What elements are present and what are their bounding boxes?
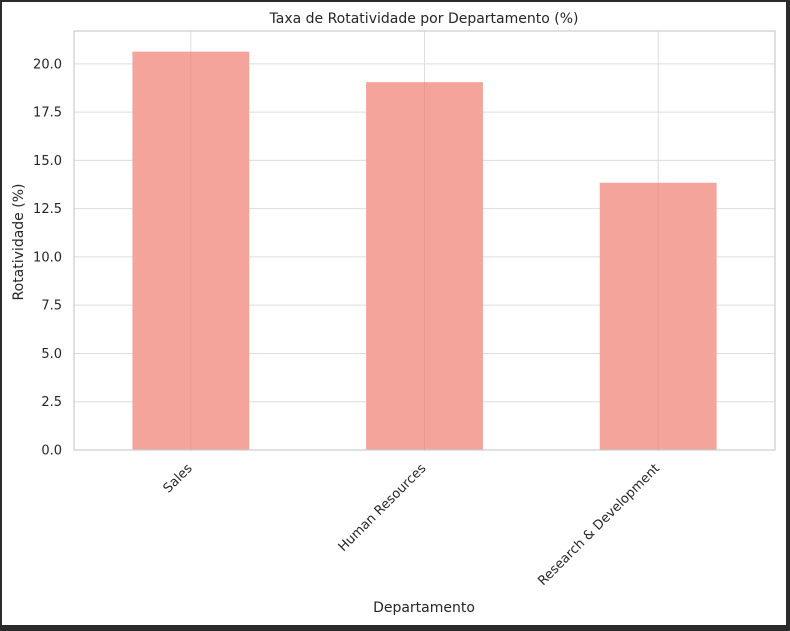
y-tick-labels: 0.0 2.5 5.0 7.5 10.0 12.5 15.0 17.5 20.0 bbox=[33, 57, 62, 458]
x-tick-labels: Sales Human Resources Research & Developme… bbox=[161, 461, 663, 589]
y-tick-label: 7.5 bbox=[41, 299, 62, 314]
chart-title: Taxa de Rotatividade por Departamento (%… bbox=[269, 11, 579, 27]
x-tick-label: Sales bbox=[161, 461, 196, 496]
x-axis-label: Departamento bbox=[373, 600, 475, 616]
y-tick-label: 17.5 bbox=[33, 106, 62, 121]
y-tick-label: 12.5 bbox=[33, 202, 62, 217]
x-tick-label: Human Resources bbox=[336, 461, 430, 555]
y-tick-label: 0.0 bbox=[41, 444, 62, 459]
bar-research-development bbox=[599, 182, 717, 450]
y-tick-label: 15.0 bbox=[33, 154, 62, 169]
y-tick-label: 10.0 bbox=[33, 250, 62, 265]
y-tick-label: 5.0 bbox=[41, 347, 62, 362]
bar-human-resources bbox=[366, 82, 483, 450]
bar-chart: 0.0 2.5 5.0 7.5 10.0 12.5 15.0 17.5 20.0 Sales Hu… bbox=[11, 11, 776, 616]
y-axis-label: Rotatividade (%) bbox=[11, 184, 27, 301]
x-tick-label: Research & Development bbox=[535, 461, 663, 589]
bars bbox=[132, 51, 717, 450]
plot-frame bbox=[73, 30, 776, 451]
y-tick-label: 20.0 bbox=[33, 57, 62, 72]
bar-sales bbox=[132, 51, 250, 450]
chart-figure: 0.0 2.5 5.0 7.5 10.0 12.5 15.0 17.5 20.0 Sales Hu… bbox=[2, 2, 786, 625]
y-tick-label: 2.5 bbox=[41, 395, 62, 410]
